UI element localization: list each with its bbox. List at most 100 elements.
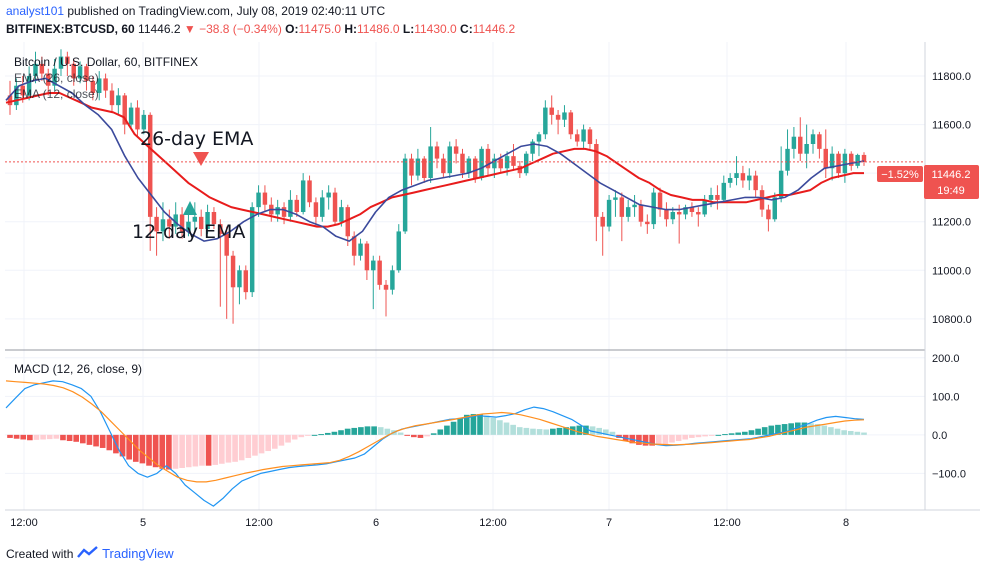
macd-histogram-bar (311, 434, 318, 436)
macd-histogram-bar (748, 430, 755, 435)
candle-body (562, 112, 567, 120)
macd-histogram-bar (470, 414, 477, 435)
signal-line (5, 380, 865, 483)
macd-histogram-bar (801, 422, 808, 435)
candle-body (84, 66, 89, 81)
candle-body (198, 216, 204, 229)
candle-body (791, 136, 797, 149)
low-value: 11430.0 (414, 22, 457, 36)
price-tick-label: 11200.0 (932, 217, 971, 229)
macd-histogram-bar (715, 434, 722, 436)
candle-body (753, 175, 758, 191)
macd-histogram-bar (450, 421, 457, 435)
macd-histogram-bar (675, 434, 682, 442)
candle-body (492, 158, 497, 169)
macd-histogram-bar (232, 434, 238, 462)
candle-body (147, 114, 153, 217)
candle-body (855, 154, 860, 166)
macd-histogram-bar (358, 427, 364, 435)
price-tag-text: 11446.2 (932, 169, 971, 181)
candle-body (26, 76, 32, 96)
ema26-legend: EMA (26, close) (14, 71, 99, 85)
candle-body (504, 156, 510, 169)
candle-body (804, 144, 809, 154)
candle-body (20, 85, 25, 96)
macd-histogram-bar (199, 434, 205, 466)
macd-histogram-bar (722, 434, 728, 436)
footer-brand[interactable]: TradingView (102, 546, 174, 561)
candle-body (798, 136, 803, 154)
candle-body (218, 224, 223, 234)
macd-histogram-bar (152, 434, 159, 468)
macd-histogram-bar (192, 434, 199, 467)
candle-body (721, 182, 727, 200)
macd-histogram-bar (344, 428, 351, 435)
candle-body (320, 197, 325, 217)
publisher-username[interactable]: analyst101 (6, 4, 65, 18)
candle-body (530, 141, 535, 154)
macd-histogram-bar (655, 434, 662, 445)
candle-body (568, 112, 574, 135)
macd-histogram-bar (225, 434, 232, 463)
macd-histogram-bar (463, 414, 470, 435)
candle-body (817, 134, 822, 149)
candle-body (186, 221, 191, 232)
candle-body (383, 284, 389, 290)
candle-body (65, 56, 70, 64)
candle-body (230, 255, 236, 288)
macd-histogram-bar (377, 427, 384, 435)
candle-body (377, 260, 382, 285)
candle-body (351, 236, 357, 256)
macd-histogram-bar (847, 431, 854, 435)
macd-histogram-bar (556, 427, 563, 435)
macd-histogram-bar (245, 434, 252, 458)
candle-body (281, 207, 287, 217)
candle-body (447, 146, 452, 174)
macd-histogram-bar (477, 414, 483, 435)
candle-body (785, 148, 790, 171)
macd-histogram-bar (93, 434, 99, 447)
macd-histogram-bar (305, 434, 311, 436)
macd-histogram-bar (768, 425, 775, 435)
candle-body (237, 270, 242, 288)
candle-body (116, 95, 121, 106)
macd-histogram-bar (828, 427, 834, 435)
macd-histogram-bar (86, 434, 93, 445)
candle-body (249, 207, 255, 293)
candle-body (676, 212, 682, 215)
candle-body (625, 207, 631, 217)
macd-histogram-bar (179, 434, 185, 468)
macd-histogram-bar (543, 429, 550, 435)
macd-histogram-bar (80, 434, 86, 444)
macd-histogram-bar (662, 434, 669, 445)
candle-body (52, 68, 57, 86)
last-price: 11446.2 (138, 22, 181, 36)
candle-body (523, 153, 529, 174)
candle-body (371, 260, 376, 271)
candle-body (434, 146, 440, 159)
candle-body (96, 78, 102, 93)
candle-body (549, 107, 554, 115)
candle-body (192, 216, 198, 222)
candle-body (307, 180, 312, 203)
macd-tick-label: 200.0 (932, 353, 960, 365)
macd-histogram-bar (146, 434, 152, 466)
macd-histogram-bar (318, 434, 324, 436)
macd-histogram-bar (503, 422, 510, 435)
macd-histogram-bar (324, 432, 331, 435)
candle-body (587, 129, 593, 144)
candle-body (128, 107, 134, 125)
candle-body (33, 63, 38, 76)
time-tick-label: 12:00 (10, 517, 38, 529)
macd-histogram-bar (669, 434, 675, 443)
macd-histogram-bar (841, 430, 847, 435)
candle-body (645, 221, 650, 225)
macd-histogram-bar (834, 428, 841, 435)
macd-histogram-bar (437, 429, 444, 435)
candle-body (364, 243, 370, 271)
candle-body (543, 107, 548, 135)
candle-body (122, 95, 127, 125)
macd-histogram-bar (742, 431, 748, 435)
macd-histogram-bar (411, 434, 417, 438)
